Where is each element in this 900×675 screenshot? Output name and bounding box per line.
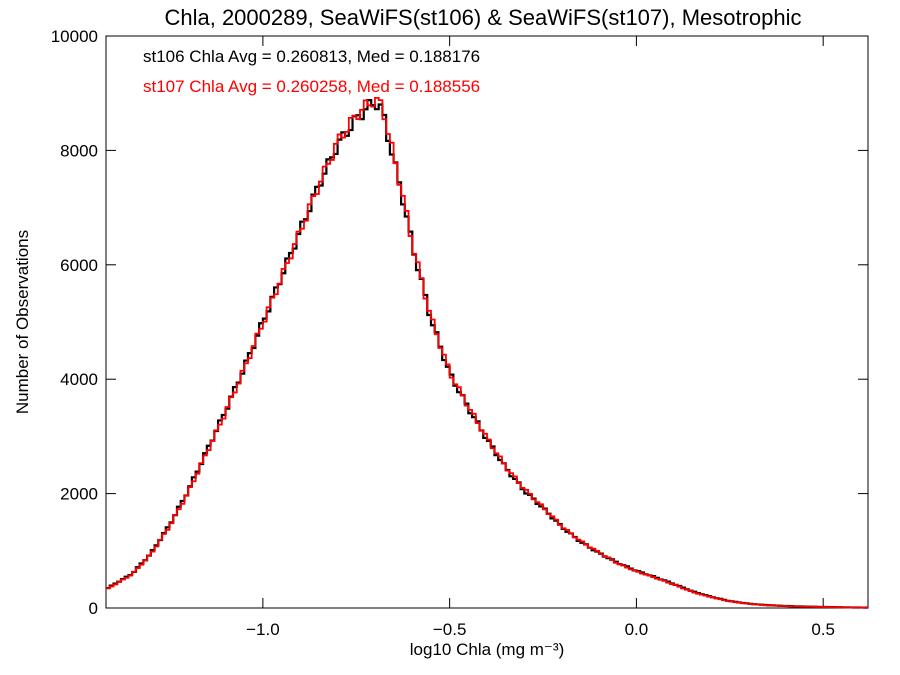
y-tick-label: 6000 (60, 256, 98, 275)
x-axis: −1.0 −0.5 0.0 0.5 (246, 36, 835, 639)
y-tick-label: 4000 (60, 370, 98, 389)
st107-histogram-line (106, 96, 868, 609)
y-axis-label: Number of Observations (13, 230, 32, 414)
y-tick-label: 2000 (60, 485, 98, 504)
y-tick-label: 0 (89, 599, 98, 618)
x-axis-label: log10 Chla (mg m⁻³) (410, 640, 564, 659)
y-tick-label: 10000 (51, 27, 98, 46)
x-tick-label: 0.0 (625, 620, 649, 639)
y-tick-label: 8000 (60, 141, 98, 160)
x-tick-label: −1.0 (246, 620, 280, 639)
x-tick-label: −0.5 (433, 620, 467, 639)
x-tick-label: 0.5 (811, 620, 835, 639)
st106-histogram-line (106, 99, 868, 609)
chart-title: Chla, 2000289, SeaWiFS(st106) & SeaWiFS(… (164, 5, 801, 30)
y-axis: 0 2000 4000 6000 8000 10000 (51, 27, 868, 618)
plot-frame (105, 35, 869, 609)
series-group (106, 96, 868, 609)
st106-stats-annotation: st106 Chla Avg = 0.260813, Med = 0.18817… (143, 47, 480, 66)
st107-stats-annotation: st107 Chla Avg = 0.260258, Med = 0.18855… (143, 77, 480, 96)
